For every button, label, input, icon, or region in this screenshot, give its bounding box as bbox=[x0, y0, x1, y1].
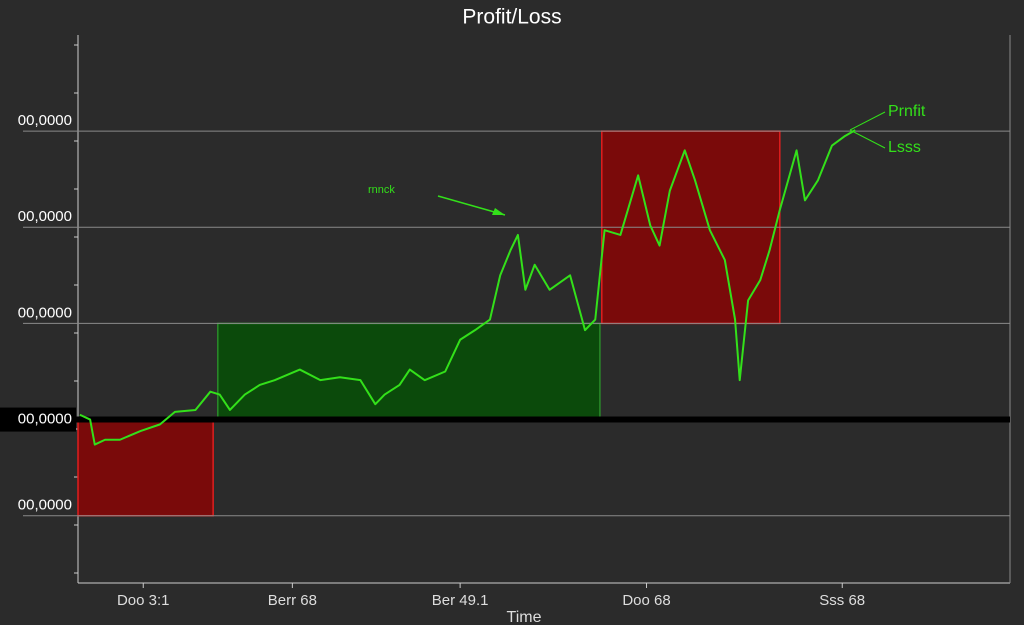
x-axis-label: Time bbox=[507, 609, 542, 625]
x-tick-label: Sss 68 bbox=[819, 592, 865, 609]
plot-area: 00,0000 00,0000 00,0000 00,0000 00,0000 Doo 3… bbox=[0, 35, 1011, 609]
zone bbox=[77, 418, 214, 517]
chart-title: Profit/Loss bbox=[462, 6, 561, 29]
tick-label-bg bbox=[0, 407, 76, 432]
arrow-head bbox=[492, 208, 505, 215]
y-tick-label: 00,0000 bbox=[18, 304, 72, 321]
x-tick-label: Doo 68 bbox=[622, 592, 670, 609]
legend-line bbox=[849, 129, 886, 149]
legend-line bbox=[849, 111, 886, 131]
y-tick-label: 00,0000 bbox=[18, 411, 72, 428]
x-tick-label: Doo 3:1 bbox=[117, 592, 170, 609]
x-tick-label: Berr 68 bbox=[268, 592, 317, 609]
y-tick-label: 00,0000 bbox=[18, 208, 72, 225]
x-tick-label: Ber 49.1 bbox=[432, 592, 489, 609]
legend-entry: Prnfit bbox=[888, 103, 926, 120]
y-tick-label: 00,0000 bbox=[18, 112, 72, 129]
legend-entry: Lsss bbox=[888, 139, 921, 156]
annotation: rnnck bbox=[368, 184, 395, 196]
y-tick-label: 00,0000 bbox=[18, 497, 72, 514]
line-series bbox=[79, 129, 856, 446]
